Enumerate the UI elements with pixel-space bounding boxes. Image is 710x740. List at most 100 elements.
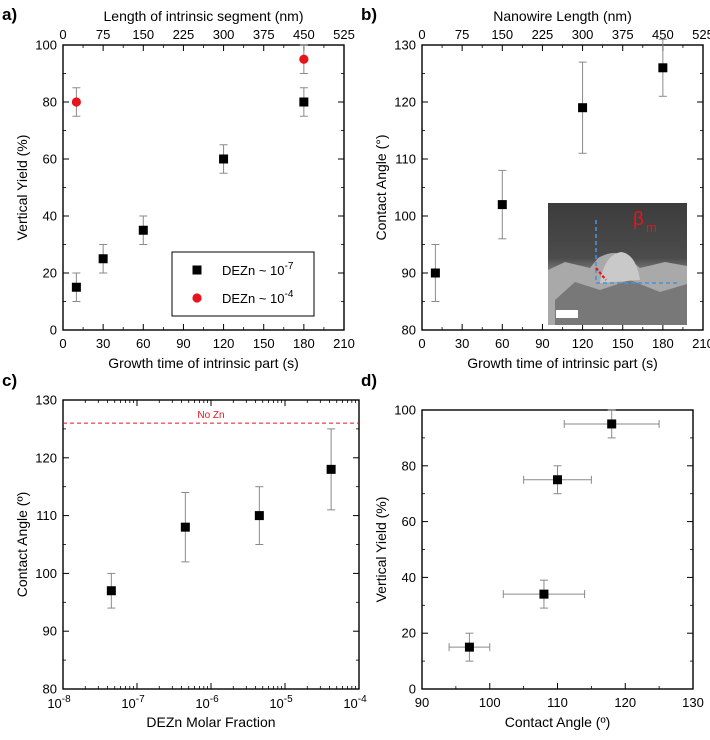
y-tick-label: 80 [402, 323, 416, 338]
y-tick-label: 130 [35, 393, 57, 408]
legend-box [171, 251, 315, 317]
reference-line-label: No Zn [197, 410, 224, 421]
panel-label-d: d) [361, 371, 377, 390]
x-tick-label: 130 [682, 695, 704, 710]
y-tick-label: 40 [402, 570, 416, 585]
y-tick-label: 130 [394, 38, 416, 53]
data-point-circle [299, 54, 309, 64]
x-tick-label: 60 [495, 336, 509, 351]
data-point-square [607, 419, 617, 429]
x-tick-label: 30 [96, 336, 110, 351]
x-tick-label: 210 [333, 336, 355, 351]
panel-label-a: a) [2, 5, 17, 24]
data-point-square [106, 586, 116, 596]
data-point-square [464, 642, 474, 652]
top-tick-label: 300 [572, 27, 594, 42]
y-tick-label: 100 [35, 566, 57, 581]
x-tick-exponent: -7 [136, 694, 145, 705]
y-tick-label: 110 [395, 152, 416, 167]
top-tick-label: 150 [132, 27, 154, 42]
y-axis-title: Vertical Yield (%) [14, 135, 30, 241]
y-tick-label: 60 [402, 514, 416, 529]
x-tick-label: 0 [59, 336, 66, 351]
top-tick-label: 225 [532, 27, 554, 42]
chart-panel-c: 10-8 10-7 10-6 10-5 10-4 80 90 100 110 120 130 DEZn… [14, 393, 367, 731]
top-tick-label: 75 [96, 27, 110, 42]
x-tick-label: 10-7 [121, 694, 145, 711]
inset-scale-bar [556, 310, 578, 318]
top-tick-label: 450 [652, 27, 674, 42]
top-tick-label: 525 [333, 27, 355, 42]
y-tick-label: 120 [35, 450, 57, 465]
x-tick-label: 120 [213, 336, 235, 351]
y-axis-title: Contact Angle (°) [373, 135, 389, 241]
x-tick-label: 60 [136, 336, 150, 351]
legend-label-exponent: -7 [285, 261, 294, 272]
chart-panel-d: 90 100 110 120 130 0 20 40 60 80 100 Contact Angle … [373, 403, 704, 731]
x-tick-exponent: -4 [358, 694, 367, 705]
x-tick-label: 10-8 [47, 694, 71, 711]
data-point-square [578, 103, 588, 113]
y-tick-label: 100 [394, 209, 416, 224]
y-tick-label: 20 [43, 266, 57, 281]
y-tick-label: 0 [50, 323, 57, 338]
y-tick-label: 0 [409, 682, 416, 697]
top-tick-label: 150 [491, 27, 513, 42]
x-tick-label: 120 [614, 695, 636, 710]
inset-angle-mark [595, 267, 607, 281]
top-tick-label: 450 [293, 27, 315, 42]
y-axis-title: Contact Angle (º) [14, 492, 30, 598]
x-tick-label: 90 [535, 336, 549, 351]
x-tick-label: 210 [692, 336, 710, 351]
y-tick-label: 80 [43, 682, 57, 697]
top-tick-label: 375 [612, 27, 634, 42]
legend-label: DEZn ~ 10-4 [222, 289, 294, 306]
x-tick-label: 10-6 [195, 694, 219, 711]
x-axis-title: Growth time of intrinsic part (s) [108, 355, 299, 371]
x-tick-label: 90 [176, 336, 190, 351]
legend-label: DEZn ~ 10-7 [222, 261, 294, 278]
inset-beta-label: β [633, 209, 644, 230]
data-point-square [430, 268, 440, 278]
x-tick-label: 150 [612, 336, 634, 351]
data-point-square [299, 97, 309, 107]
data-point-square [98, 254, 108, 264]
y-tick-label: 90 [43, 624, 57, 639]
top-tick-label: 525 [692, 27, 710, 42]
data-point-square [553, 475, 562, 485]
x-tick-exponent: -6 [210, 694, 219, 705]
data-point-square [71, 282, 81, 292]
x-axis-title: Contact Angle (º) [505, 714, 611, 730]
top-tick-label: 375 [253, 27, 275, 42]
inset-droplet [600, 252, 640, 283]
chart-panel-a: 0 30 60 90 120 150 180 210 0 75 150 225 300 375 450 525… [14, 8, 355, 371]
data-point-square [497, 200, 507, 210]
x-tick-label: 120 [572, 336, 594, 351]
x-tick-label: 180 [652, 336, 674, 351]
inset-shadow [555, 280, 687, 325]
data-point-square [180, 522, 190, 532]
panel-label-b: b) [361, 5, 377, 24]
chart-panel-b: 0 30 60 90 120 150 180 210 0 75 150 225 300 375 450 525… [373, 8, 710, 371]
y-axis-title: Vertical Yield (%) [373, 497, 389, 603]
data-point-square [254, 511, 264, 521]
y-tick-label: 120 [394, 95, 416, 110]
top-tick-label: 0 [418, 27, 425, 42]
x-tick-label: 30 [455, 336, 469, 351]
top-axis-title: Nanowire Length (nm) [493, 8, 632, 24]
data-point-square [658, 63, 668, 73]
y-tick-label: 60 [43, 152, 57, 167]
y-tick-label: 100 [35, 38, 57, 53]
x-axis-title: Growth time of intrinsic part (s) [467, 355, 658, 371]
x-tick-label: 110 [547, 695, 568, 710]
legend-marker-circle [192, 293, 202, 303]
panel-label-c: c) [2, 371, 17, 390]
data-point-circle [71, 97, 81, 107]
y-tick-label: 40 [43, 209, 57, 224]
y-tick-label: 90 [402, 266, 416, 281]
top-tick-label: 0 [59, 27, 66, 42]
x-tick-label: 180 [293, 336, 315, 351]
top-axis-title: Length of intrinsic segment (nm) [104, 8, 304, 24]
